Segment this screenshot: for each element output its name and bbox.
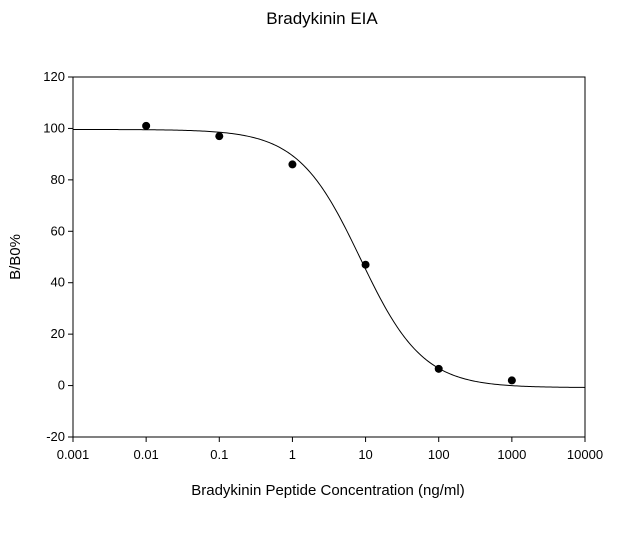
data-point — [434, 364, 443, 373]
y-tick-label: 120 — [43, 69, 65, 84]
x-axis-label: Bradykinin Peptide Concentration (ng/ml) — [191, 482, 464, 499]
y-tick-label: 80 — [51, 172, 65, 187]
data-point — [142, 121, 151, 130]
x-tick-label: 10 — [358, 447, 372, 462]
chart-title: Bradykinin EIA — [266, 9, 378, 28]
x-tick-label: 1000 — [497, 447, 526, 462]
plot-area-frame — [72, 76, 586, 438]
data-point — [288, 160, 297, 169]
x-tick-label: 0.01 — [133, 447, 158, 462]
x-tick-label: 0.1 — [210, 447, 228, 462]
y-tick-label: 20 — [51, 326, 65, 341]
y-tick-label: 0 — [58, 378, 65, 393]
x-tick-label: 0.001 — [57, 447, 90, 462]
y-axis-label: B/B0% — [7, 234, 24, 280]
x-tick-label: 100 — [428, 447, 450, 462]
x-tick-label: 10000 — [567, 447, 603, 462]
y-tick-label: 40 — [51, 275, 65, 290]
x-tick-label: 1 — [289, 447, 296, 462]
data-point — [361, 260, 370, 269]
y-tick-label: 100 — [43, 120, 65, 135]
fitted-curve — [73, 128, 586, 388]
y-tick-label: -20 — [46, 429, 65, 444]
y-tick-label: 60 — [51, 223, 65, 238]
data-point — [215, 132, 224, 141]
data-point — [507, 376, 516, 385]
